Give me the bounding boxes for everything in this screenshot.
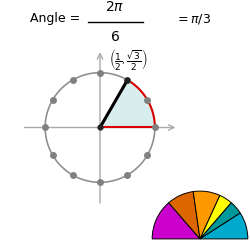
Wedge shape — [193, 191, 220, 239]
Wedge shape — [152, 203, 200, 239]
Wedge shape — [169, 192, 200, 239]
Text: $2\pi$: $2\pi$ — [105, 0, 125, 14]
Text: Angle =: Angle = — [30, 12, 80, 26]
Wedge shape — [200, 213, 248, 239]
Wedge shape — [200, 203, 240, 239]
Text: $= \pi/3$: $= \pi/3$ — [175, 12, 211, 26]
Text: $\left(\dfrac{1}{2},\dfrac{\sqrt{3}}{2}\right)$: $\left(\dfrac{1}{2},\dfrac{\sqrt{3}}{2}\… — [109, 47, 148, 72]
Wedge shape — [200, 196, 231, 239]
Text: $6$: $6$ — [110, 30, 120, 44]
Polygon shape — [100, 80, 155, 128]
